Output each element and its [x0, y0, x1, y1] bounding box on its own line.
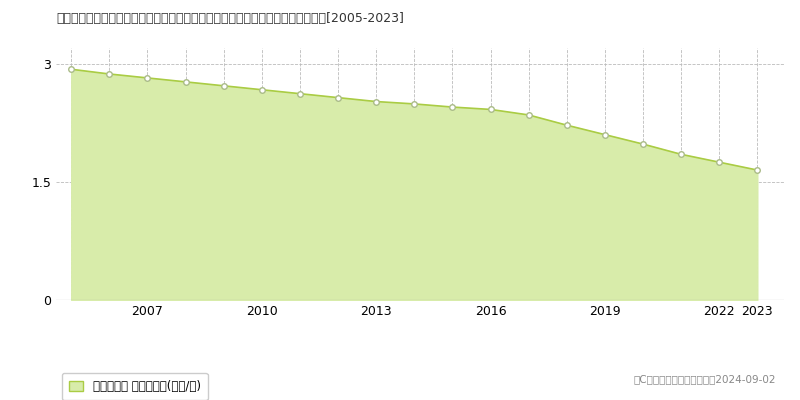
- Text: 福岡県朝倉郡東峰村大字宝珠山字桑ノサコ２１１６番２　基準地価格　地価推移[2005-2023]: 福岡県朝倉郡東峰村大字宝珠山字桑ノサコ２１１６番２ 基準地価格 地価推移[200…: [56, 12, 404, 25]
- Legend: 基準地価格 平均坂単価(万円/嵪): 基準地価格 平均坂単価(万円/嵪): [62, 373, 208, 400]
- Text: （C）土地価格ドットコム　2024-09-02: （C）土地価格ドットコム 2024-09-02: [634, 374, 776, 384]
